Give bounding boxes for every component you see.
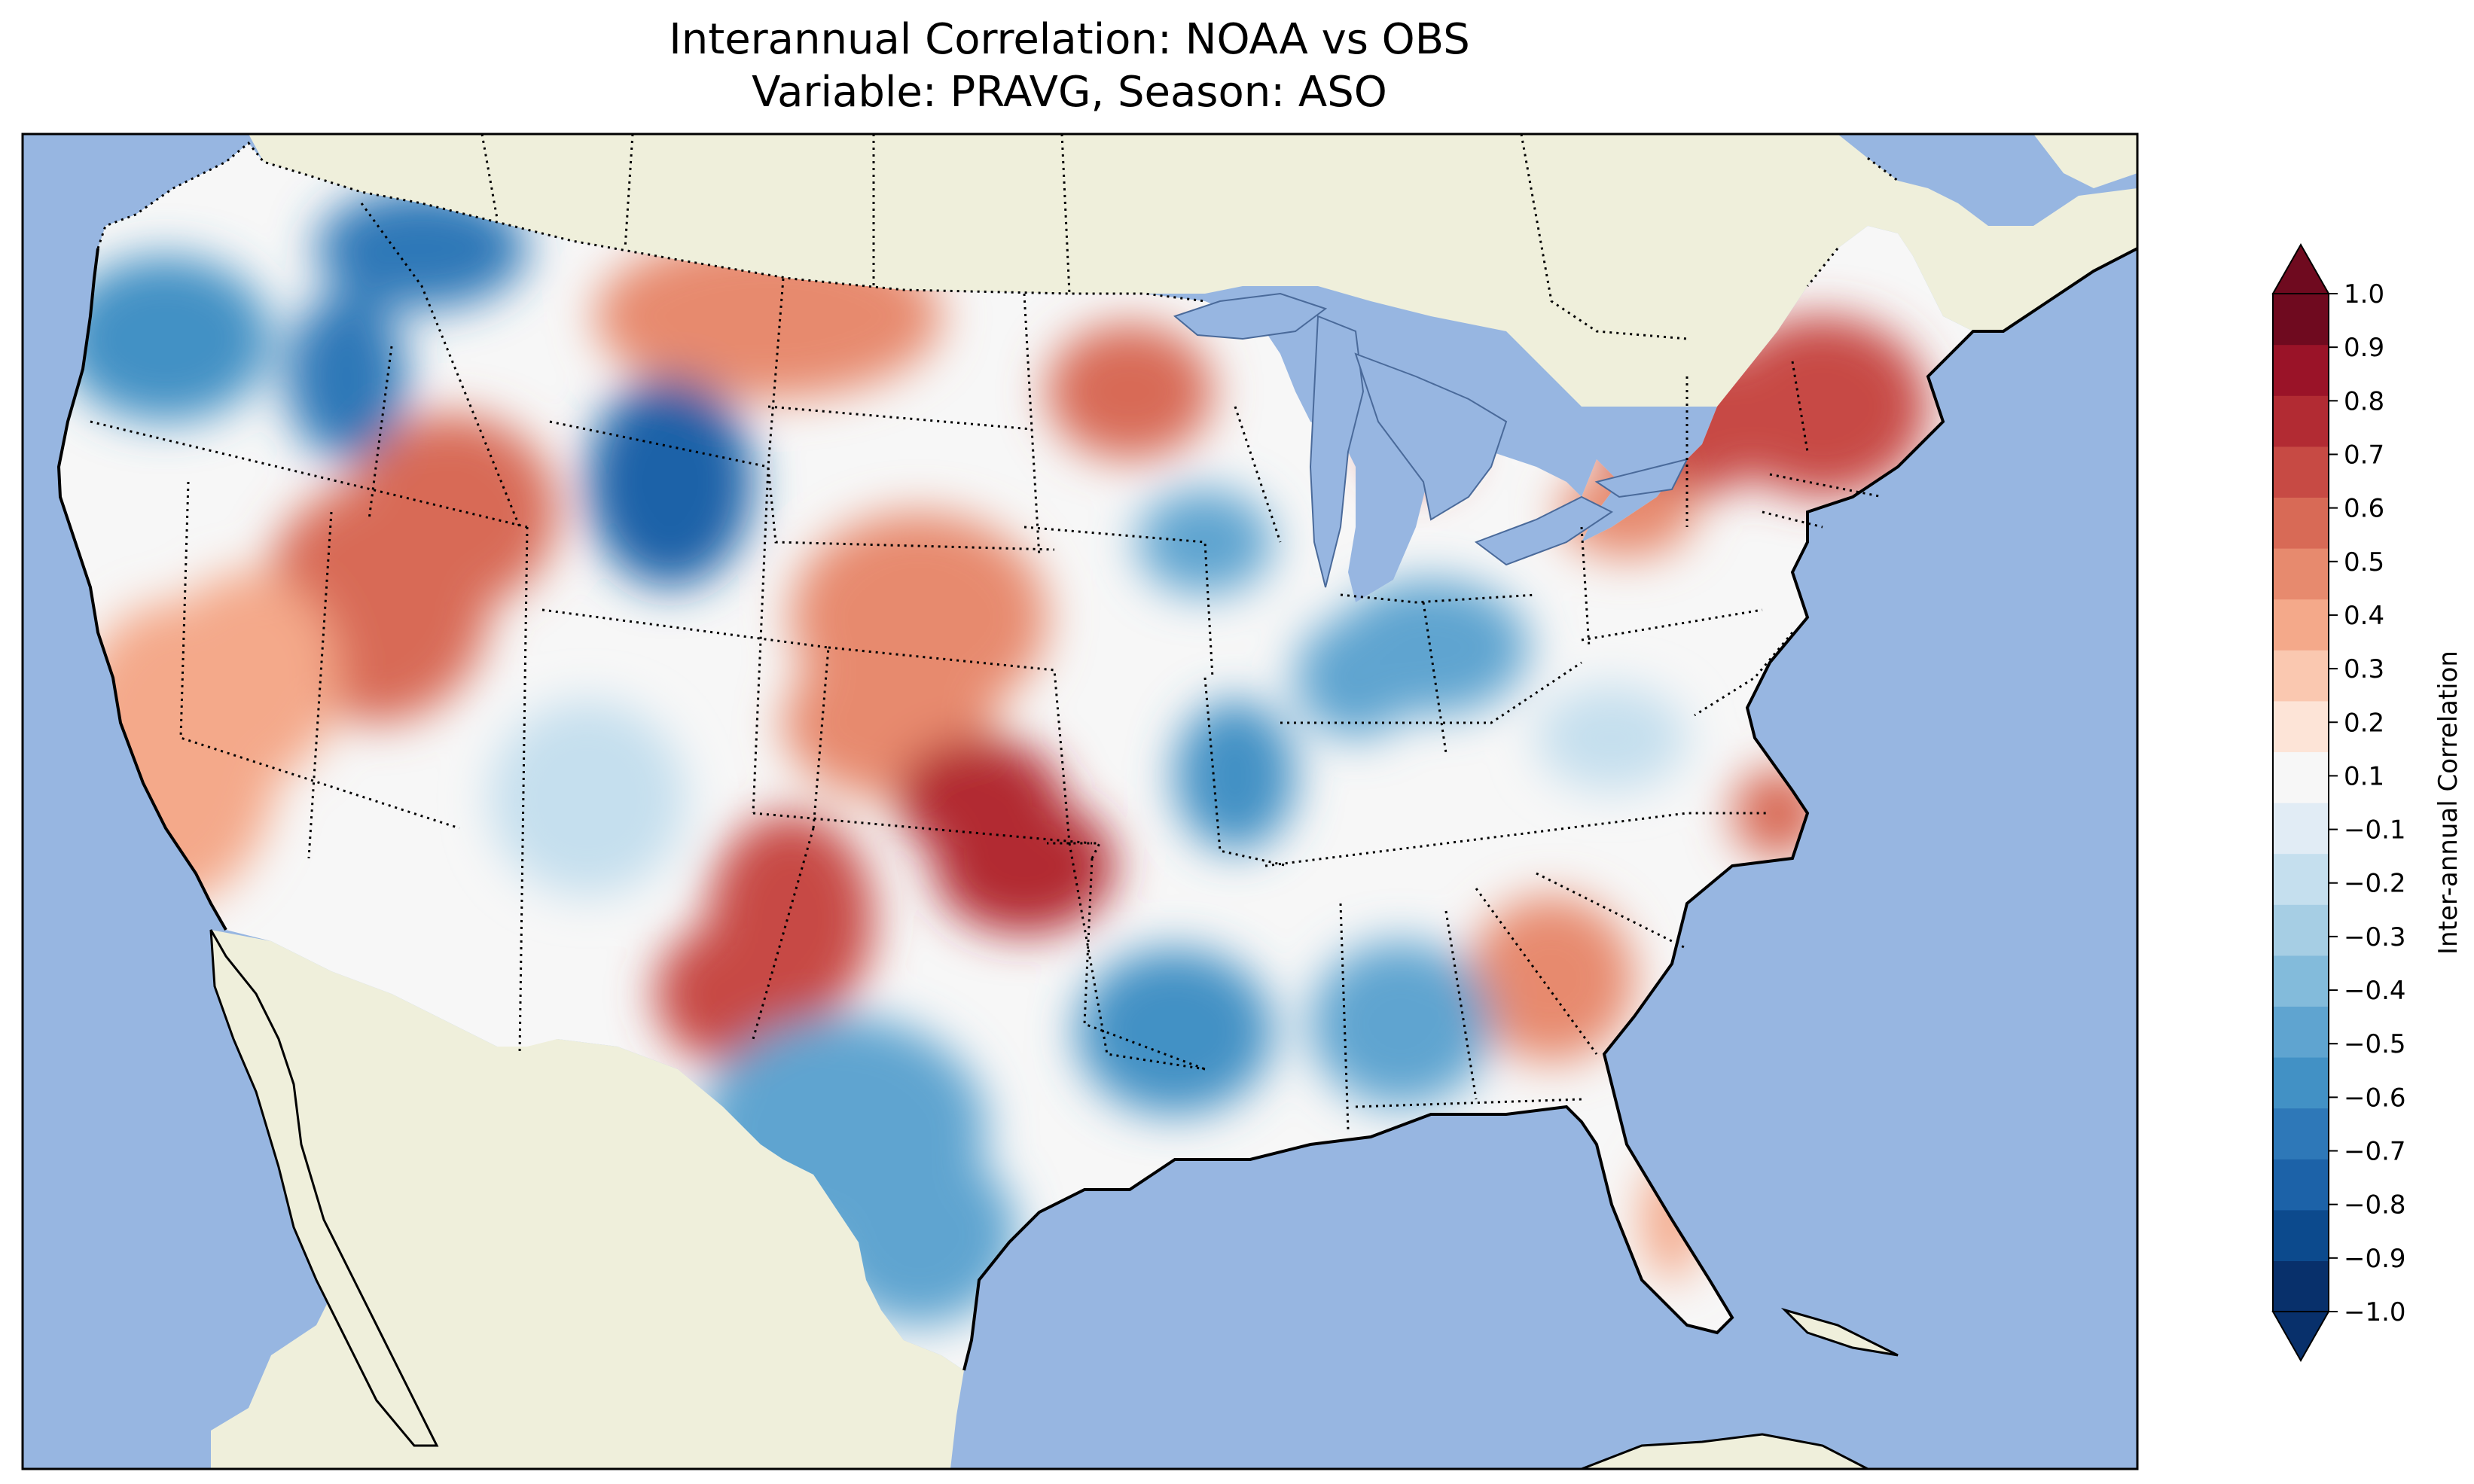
colorbar-tick-label: −0.4: [2344, 976, 2406, 1006]
colorbar-segment: [2273, 497, 2329, 549]
colorbar-tick-label: −0.2: [2344, 869, 2406, 899]
colorbar-segment: [2273, 1260, 2329, 1312]
correlation-region: [60, 256, 271, 422]
correlation-region: [316, 188, 527, 309]
colorbar-tick-label: −0.1: [2344, 815, 2406, 846]
correlation-region: [1295, 617, 1416, 738]
colorbar-segment: [2273, 446, 2329, 498]
colorbar-label: Inter-annual Correlation: [2433, 651, 2463, 955]
colorbar-tick-label: 1.0: [2344, 279, 2384, 309]
map-frame: [21, 133, 2139, 1470]
colorbar-segment: [2273, 1209, 2329, 1261]
colorbar-tick-label: −1.0: [2344, 1297, 2406, 1327]
colorbar-tick-label: 0.1: [2344, 761, 2384, 791]
colorbar-tick-label: 0.2: [2344, 708, 2384, 738]
labrador-land: [2033, 134, 2137, 188]
correlation-region: [286, 294, 407, 459]
colorbar-segment: [2273, 904, 2329, 956]
correlation-region: [1717, 316, 1928, 497]
coastline-gulf: [962, 247, 2137, 1371]
colorbar-segment: [2273, 294, 2329, 346]
colorbar-segment: [2273, 650, 2329, 702]
colorbar-extend-max: [2271, 242, 2330, 294]
colorbar-segment: [2273, 955, 2329, 1007]
us-canada-border: [96, 141, 1206, 303]
colorbar-tick-label: 0.8: [2344, 386, 2384, 416]
correlation-region: [896, 738, 1062, 858]
colorbar-segment: [2273, 803, 2329, 855]
colorbar-tick-label: 0.7: [2344, 440, 2384, 470]
colorbar-segment: [2273, 1006, 2329, 1058]
colorbar-segment: [2273, 548, 2329, 600]
correlation-region: [821, 1144, 1017, 1325]
lower-right-land: [1581, 1433, 1868, 1469]
correlation-region: [1077, 949, 1273, 1114]
colorbar-tick-label: −0.6: [2344, 1083, 2406, 1113]
correlation-region: [1469, 896, 1634, 1062]
colorbar-segment: [2273, 395, 2329, 447]
colorbar-tick-label: −0.5: [2344, 1029, 2406, 1059]
colorbar-tick-label: 0.6: [2344, 494, 2384, 524]
correlation-region: [1175, 700, 1295, 851]
colorbar-segment: [2273, 1159, 2329, 1211]
colorbar-segment: [2273, 1108, 2329, 1159]
colorbar-tick-label: −0.9: [2344, 1244, 2406, 1274]
colorbar-segment: [2273, 751, 2329, 803]
colorbar-tick-label: 0.4: [2344, 601, 2384, 631]
correlation-region: [655, 926, 791, 1062]
colorbar-tick-label: 0.3: [2344, 654, 2384, 684]
correlation-region: [602, 264, 783, 384]
correlation-region: [1310, 941, 1491, 1107]
coastline: [56, 248, 227, 931]
correlation-region: [1137, 489, 1273, 595]
baja-peninsula: [209, 929, 439, 1447]
correlation-region: [158, 572, 339, 783]
correlation-region: [1536, 685, 1687, 791]
colorbar-segment: [2273, 344, 2329, 396]
colorbar-segment: [2273, 700, 2329, 752]
colorbar-tick-label: −0.8: [2344, 1190, 2406, 1220]
chart-title: Interannual Correlation: NOAA vs OBS: [669, 15, 1470, 64]
colorbar-segment: [2273, 1057, 2329, 1109]
colorbar-tick-label: −0.7: [2344, 1137, 2406, 1167]
canada-land: [249, 134, 2137, 407]
state-borders: [90, 203, 1884, 1130]
colorbar-segment: [2273, 853, 2329, 905]
correlation-region: [587, 376, 753, 587]
cuba-island: [1780, 1307, 1899, 1357]
chart-subtitle: Variable: PRAVG, Season: ASO: [752, 68, 1387, 117]
colorbar-extend-min: [2271, 1311, 2330, 1363]
correlation-region: [490, 700, 685, 896]
canada-province-borders: [480, 134, 1899, 340]
correlation-region: [1047, 324, 1213, 459]
colorbar-tick-label: −0.3: [2344, 922, 2406, 952]
mexico-land: [211, 930, 964, 1469]
great-lakes: [1173, 292, 1688, 588]
colorbar-tick-label: 0.5: [2344, 547, 2384, 577]
colorbar-tick-label: 0.9: [2344, 333, 2384, 363]
colorbar-segment: [2273, 599, 2329, 651]
